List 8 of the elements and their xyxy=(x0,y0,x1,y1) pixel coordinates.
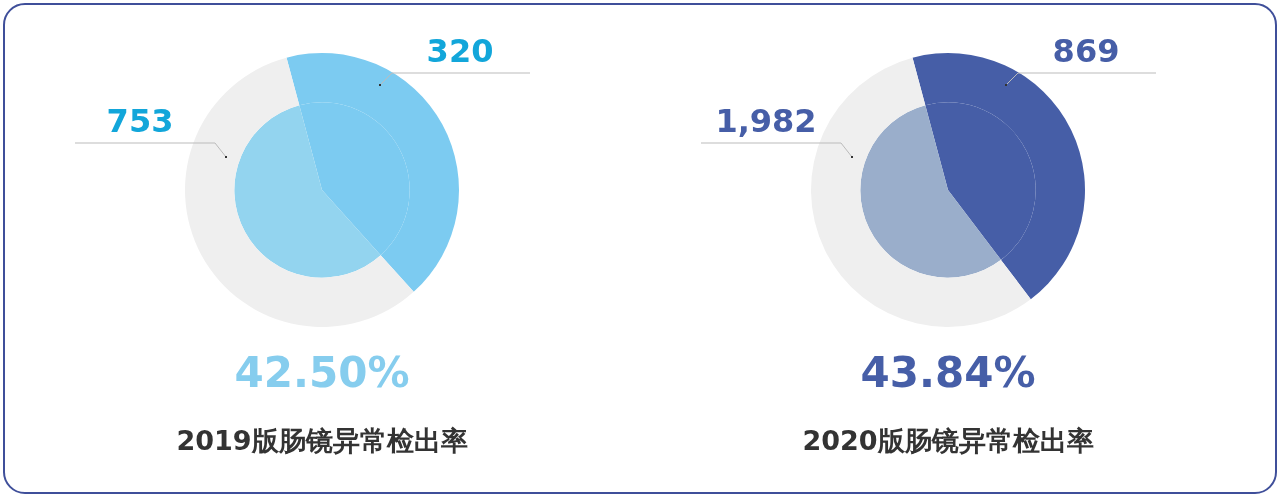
text: 2019版肠镜异常检出率 xyxy=(176,425,468,457)
data-label: 869 xyxy=(1052,32,1120,71)
text: 42.50% xyxy=(234,347,410,397)
text: 43.84% xyxy=(860,347,1036,397)
text: 2020版肠镜异常检出率 xyxy=(802,425,1094,457)
text: 753 xyxy=(106,102,174,141)
text: 1,982 xyxy=(715,102,817,141)
data-label: 320 xyxy=(426,32,494,71)
